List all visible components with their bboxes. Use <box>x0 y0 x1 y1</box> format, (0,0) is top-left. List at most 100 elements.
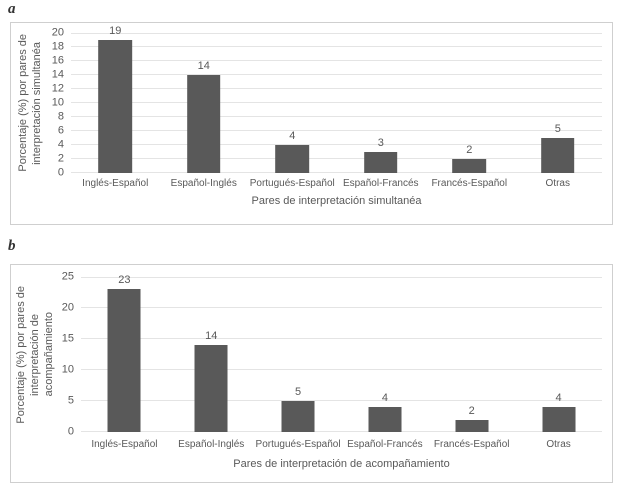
bar-slot: 5 <box>255 277 342 432</box>
y-axis-title-line: interpretación de <box>29 313 41 396</box>
panel-label-a: a <box>8 1 16 17</box>
bar-slot: 4 <box>341 277 428 432</box>
x-category-label: Inglés-Español <box>91 439 158 450</box>
plot-row: Porcentaje (%) por pares de interpretació… <box>15 271 602 437</box>
gridline <box>81 338 602 339</box>
gridline <box>71 172 602 173</box>
plot-area: 19 14 4 3 2 5 <box>71 26 603 173</box>
x-category-label: Francés-Español <box>431 178 508 189</box>
y-tick-label: 10 <box>51 96 64 109</box>
x-category-label: Español-Francés <box>347 439 423 450</box>
bar-series: 23 14 5 4 2 4 <box>81 274 602 432</box>
plot-area: 23 14 5 4 2 4 <box>81 274 602 432</box>
gridline <box>71 130 602 131</box>
y-axis-title: Porcentaje (%) por pares de interpretació… <box>15 33 45 173</box>
gridline <box>71 60 602 61</box>
y-axis-title-line: Porcentaje (%) por pares de <box>15 285 27 424</box>
gridline <box>71 102 602 103</box>
y-tick-label: 2 <box>57 152 64 165</box>
bar-slot: 23 <box>81 274 168 432</box>
bar <box>452 159 487 173</box>
x-category-label: Español-Inglés <box>170 178 237 189</box>
gridline <box>71 158 602 159</box>
bar <box>542 407 576 432</box>
bar-value-label: 5 <box>554 123 561 135</box>
bar-slot: 4 <box>515 277 602 432</box>
bar-slot: 14 <box>160 33 249 173</box>
gridline <box>81 400 602 401</box>
bar-chart-simultanea: Porcentaje (%) por pares de interpretació… <box>10 22 613 225</box>
x-category-label: Español-Francés <box>342 178 419 189</box>
bar-value-label: 4 <box>381 392 388 405</box>
x-axis-categories: Inglés-Español Español-Inglés Portugués-Es… <box>71 178 602 192</box>
bar-chart-acompanamiento: Porcentaje (%) por pares de interpretació… <box>10 264 613 483</box>
bar <box>275 145 310 173</box>
y-tick-label: 10 <box>61 363 74 376</box>
x-axis-title: Pares de interpretación simultanéa <box>251 195 422 207</box>
gridline <box>71 144 602 145</box>
y-tick-label: 15 <box>61 332 74 345</box>
gridline <box>81 307 602 308</box>
y-tick-label: 0 <box>67 425 74 438</box>
bar <box>540 138 575 173</box>
gridline <box>81 277 602 278</box>
y-axis-title: Porcentaje (%) por pares de interpretació… <box>15 277 55 432</box>
y-tick-label: 6 <box>57 124 64 137</box>
y-tick-label: 5 <box>67 394 74 407</box>
y-tick-label: 14 <box>51 68 64 81</box>
bar-value-label: 2 <box>466 144 473 156</box>
bar-slot: 4 <box>248 33 337 173</box>
x-category-label: Otras <box>546 439 571 450</box>
bar-series: 19 14 4 3 2 5 <box>71 26 603 173</box>
y-axis-ticks: 0 5 10 15 20 25 <box>55 271 81 437</box>
bar-value-label: 23 <box>118 274 131 287</box>
panel-label-b: b <box>8 238 16 254</box>
x-category-label: Inglés-Español <box>82 178 149 189</box>
y-axis-title-line: acompañamiento <box>43 312 55 397</box>
bar-slot: 19 <box>71 26 160 173</box>
gridline <box>81 369 602 370</box>
gridline <box>81 431 602 432</box>
x-category-label: Otras <box>545 178 570 189</box>
y-axis-ticks: 0 2 4 6 8 10 12 14 16 18 20 <box>45 27 71 178</box>
gridline <box>71 33 602 34</box>
y-tick-label: 0 <box>57 166 64 179</box>
x-axis-categories: Inglés-Español Español-Inglés Portugués-Es… <box>81 439 602 453</box>
bar-value-label: 4 <box>555 392 562 405</box>
y-tick-label: 18 <box>51 40 64 53</box>
y-tick-label: 4 <box>57 138 64 151</box>
bar-slot: 5 <box>514 33 603 173</box>
y-tick-label: 20 <box>51 26 64 39</box>
y-axis-title-line: interpretación simultanéa <box>31 41 43 165</box>
y-tick-label: 12 <box>51 82 64 95</box>
bar-slot: 2 <box>425 33 514 173</box>
bar-value-label: 14 <box>205 330 218 343</box>
x-axis-title: Pares de interpretación de acompañamient… <box>233 458 450 470</box>
gridline <box>71 46 602 47</box>
y-tick-label: 8 <box>57 110 64 123</box>
bar-value-label: 14 <box>197 60 210 72</box>
gridline <box>71 74 602 75</box>
x-category-label: Portugués-Español <box>249 178 335 189</box>
bar-slot: 2 <box>428 277 515 432</box>
plot-row: Porcentaje (%) por pares de interpretació… <box>15 26 603 178</box>
bar <box>194 345 228 432</box>
y-tick-label: 20 <box>61 301 74 314</box>
bar-value-label: 5 <box>295 386 302 398</box>
bar <box>368 407 402 432</box>
y-tick-label: 16 <box>51 54 64 67</box>
bar <box>186 75 221 173</box>
gridline <box>71 88 602 89</box>
bar <box>107 289 141 432</box>
x-category-label: Portugués-Español <box>255 439 341 450</box>
bar <box>363 152 398 173</box>
bar-value-label: 2 <box>468 404 475 417</box>
bar <box>98 40 133 173</box>
y-axis-title-line: Porcentaje (%) por pares de <box>17 34 29 172</box>
bar-slot: 14 <box>168 277 255 432</box>
bar <box>455 419 489 432</box>
bar-value-label: 3 <box>377 137 384 149</box>
y-tick-label: 25 <box>61 270 74 283</box>
x-category-label: Español-Inglés <box>178 439 245 450</box>
